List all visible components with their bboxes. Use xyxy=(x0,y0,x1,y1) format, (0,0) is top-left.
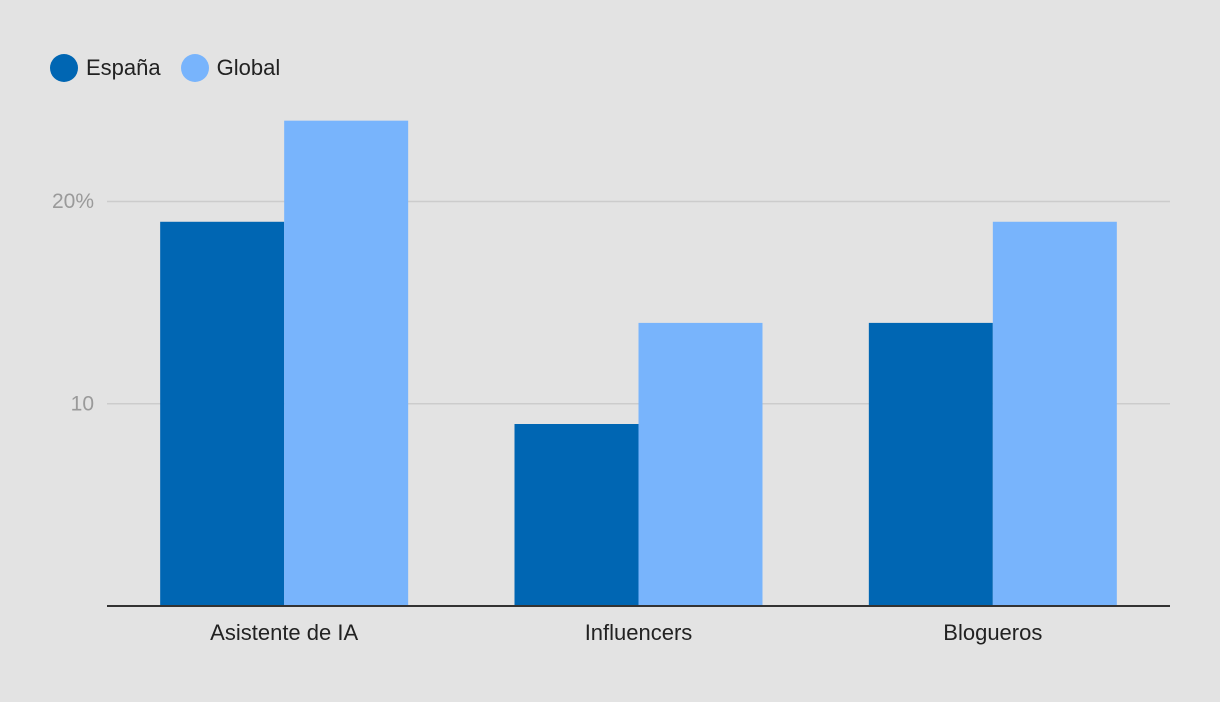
x-category-label-1: Influencers xyxy=(585,620,693,645)
bars xyxy=(160,120,1117,607)
bar-global-1 xyxy=(638,322,763,606)
y-tick-label-10: 10 xyxy=(71,392,94,415)
legend-swatch-global xyxy=(180,54,209,82)
labels: 10 20% Asistente de IA Influencers Blogueros xyxy=(52,190,1042,645)
y-tick-label-20: 20% xyxy=(52,190,94,213)
bar-espa-a-2 xyxy=(868,322,993,606)
legend-swatch-espana xyxy=(50,54,78,82)
legend-item-global: Global xyxy=(180,54,281,82)
x-category-label-0: Asistente de IA xyxy=(210,620,358,645)
x-category-label-2: Blogueros xyxy=(943,620,1042,645)
chart-legend: España Global xyxy=(50,54,280,82)
bar-espa-a-0 xyxy=(160,221,285,606)
bar-espa-a-1 xyxy=(514,424,639,606)
legend-label-global: Global xyxy=(216,55,281,80)
legend-label-espana: España xyxy=(86,55,161,80)
bar-global-0 xyxy=(284,120,409,607)
legend-item-espana: España xyxy=(50,54,161,82)
bar-global-2 xyxy=(992,221,1117,606)
